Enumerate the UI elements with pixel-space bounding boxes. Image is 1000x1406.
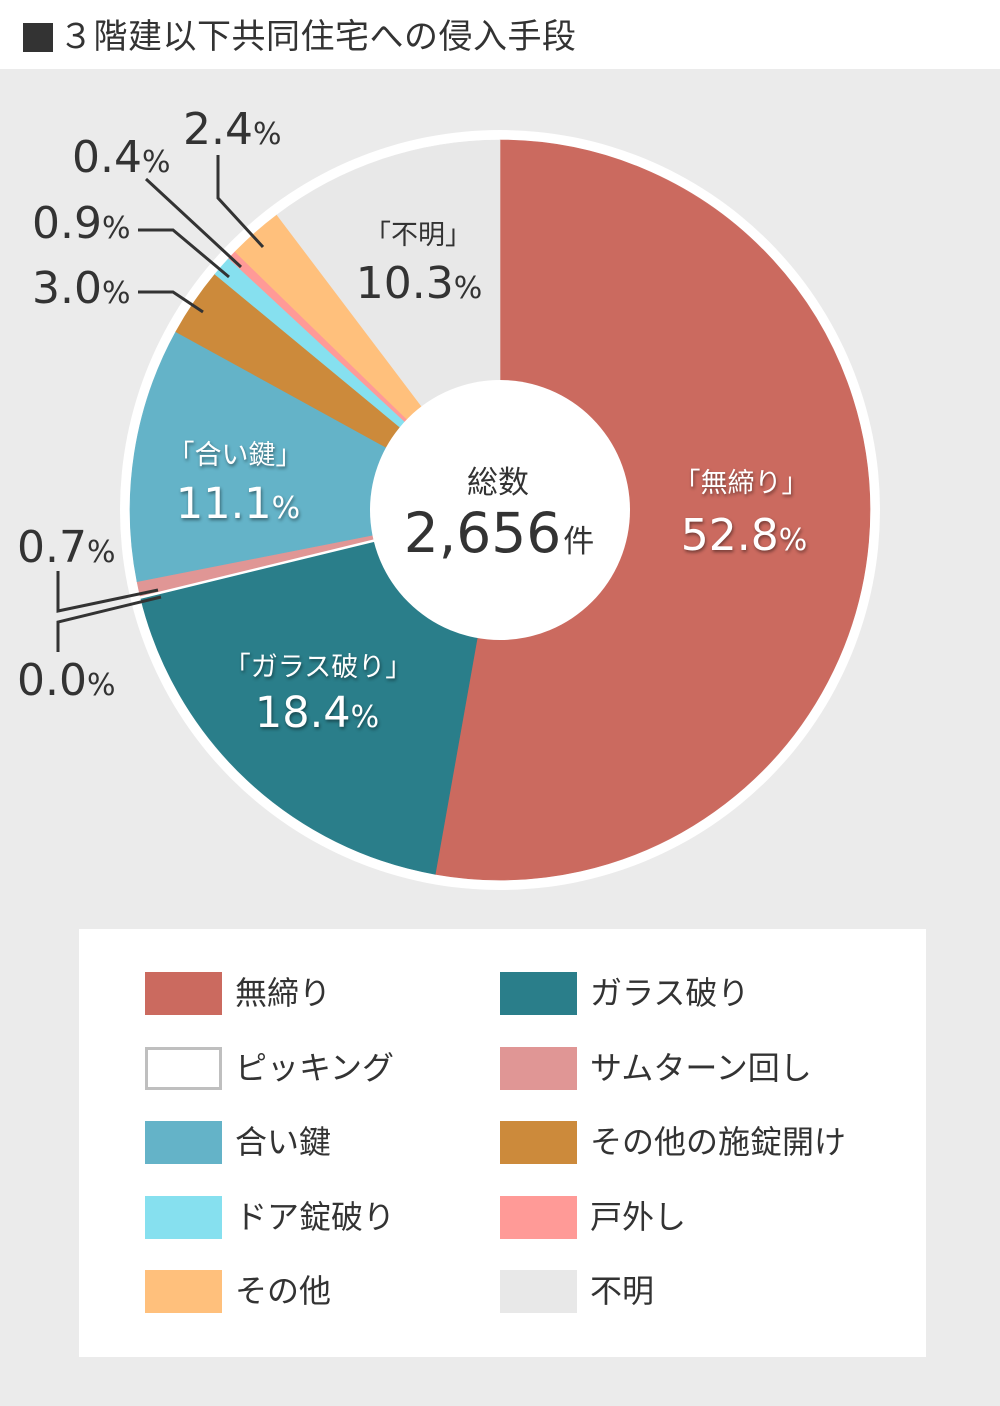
header: ３階建以下共同住宅への侵入手段 <box>0 0 1000 69</box>
label-picking: 0.0% <box>17 655 116 706</box>
legend-swatch <box>500 1047 577 1090</box>
total-value: 2,656件 <box>404 501 594 565</box>
pie-slice-0 <box>434 139 871 881</box>
legend-item-mushimari: 無締り <box>145 972 331 1015</box>
legend-label: 不明 <box>590 1272 655 1310</box>
leader-line-thumbturn <box>56 571 159 613</box>
leader-line-picking <box>56 595 162 652</box>
label-mushimari: 「無締り」 52.8% <box>674 468 809 561</box>
leader-line-sonota <box>216 155 265 249</box>
legend: 無締り ガラス破り ピッキング サムターン回し 合い鍵 その他の施錠開け ドア錠… <box>79 929 926 1357</box>
legend-label: その他の施錠開け <box>590 1123 847 1161</box>
svg-text:「不明」: 「不明」 <box>364 220 472 251</box>
title-square-icon <box>23 23 53 52</box>
total-label: 総数 <box>467 465 529 501</box>
label-doorjo: 0.9% <box>32 198 131 249</box>
legend-swatch <box>500 972 577 1015</box>
chart-title: ３階建以下共同住宅への侵入手段 <box>59 17 577 57</box>
legend-swatch <box>145 972 222 1015</box>
legend-label: 戸外し <box>590 1198 687 1236</box>
legend-label: ピッキング <box>235 1049 395 1087</box>
pie-center-hole <box>370 380 630 640</box>
legend-item-fumei: 不明 <box>500 1270 654 1313</box>
legend-item-sonota-sejo: その他の施錠開け <box>500 1121 846 1164</box>
svg-text:52.8%: 52.8% <box>681 510 807 561</box>
svg-text:「ガラス破り」: 「ガラス破り」 <box>224 652 412 683</box>
label-sonota: 2.4% <box>183 104 282 155</box>
legend-item-aikagi: 合い鍵 <box>145 1121 331 1164</box>
label-tohazushi: 0.4% <box>72 132 171 183</box>
svg-text:11.1%: 11.1% <box>176 479 300 529</box>
legend-label: 合い鍵 <box>235 1123 332 1161</box>
leader-line-doorjo <box>138 228 230 279</box>
legend-swatch <box>145 1196 222 1239</box>
svg-text:18.4%: 18.4% <box>255 688 379 738</box>
legend-label: 無締り <box>235 974 332 1012</box>
legend-item-doorjo: ドア錠破り <box>145 1196 395 1239</box>
leader-line-sonota-sejo <box>138 290 204 314</box>
label-thumbturn: 0.7% <box>17 522 116 573</box>
svg-text:「無締り」: 「無締り」 <box>674 468 809 499</box>
legend-swatch <box>145 1270 222 1313</box>
legend-item-tohazushi: 戸外し <box>500 1196 686 1239</box>
pie-chart: 総数 2,656件 「無締り」 52.8% 「ガラス破り」 18.4% 「合い鍵… <box>17 104 880 890</box>
label-aikagi: 「合い鍵」 11.1% <box>168 440 303 529</box>
legend-item-sonota: その他 <box>145 1270 331 1313</box>
legend-label: その他 <box>235 1272 332 1310</box>
svg-text:10.3%: 10.3% <box>356 258 482 309</box>
legend-item-glass: ガラス破り <box>500 972 749 1015</box>
legend-swatch <box>500 1121 577 1164</box>
label-glass: 「ガラス破り」 18.4% <box>224 652 412 738</box>
svg-text:「合い鍵」: 「合い鍵」 <box>168 440 303 471</box>
legend-swatch <box>500 1196 577 1239</box>
leader-line-tohazushi <box>144 177 243 269</box>
label-fumei: 「不明」 10.3% <box>356 220 482 309</box>
legend-item-picking: ピッキング <box>145 1047 394 1090</box>
legend-label: サムターン回し <box>590 1049 812 1087</box>
legend-item-thumbturn: サムターン回し <box>500 1047 812 1090</box>
label-sonota-sejo: 3.0% <box>32 263 131 314</box>
legend-label: ガラス破り <box>590 974 750 1012</box>
legend-swatch <box>145 1121 222 1164</box>
legend-swatch <box>500 1270 577 1313</box>
legend-swatch <box>145 1047 222 1090</box>
legend-label: ドア錠破り <box>235 1198 396 1236</box>
